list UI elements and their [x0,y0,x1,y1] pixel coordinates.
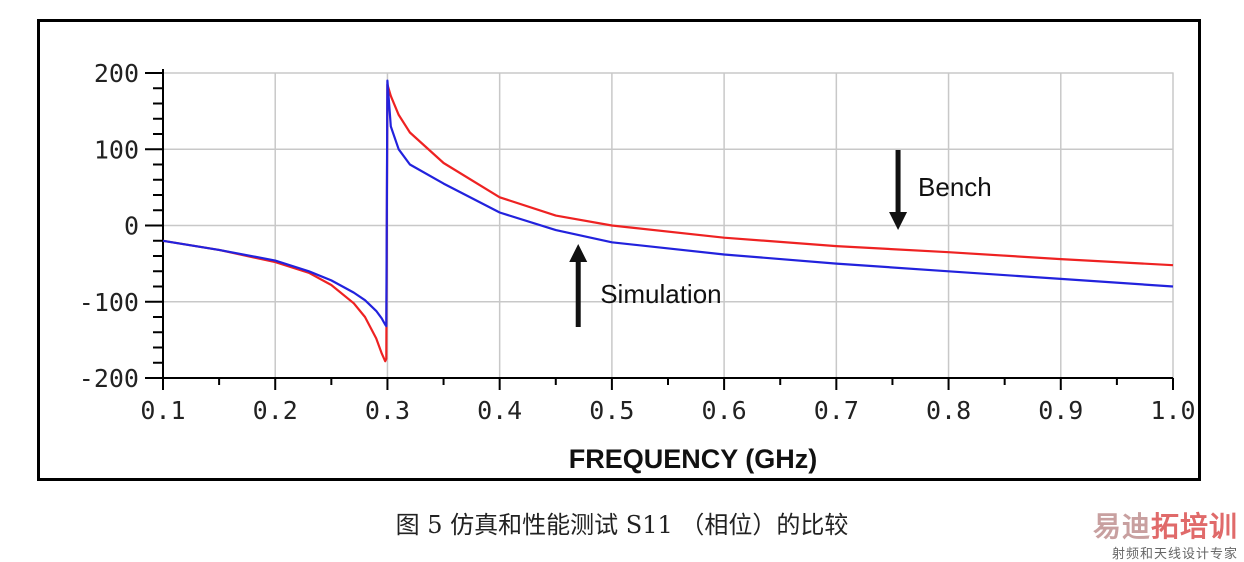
x-tick-label: 0.8 [926,396,971,425]
y-tick-label: 200 [94,59,139,88]
bench-arrow-head [889,212,908,230]
chart-frame: 200 100 0 -100 -200 0.1 0.2 0.3 0.4 0.5 0.6 0.7 0.8 0… [37,19,1201,481]
x-tick-label: 0.5 [589,396,634,425]
y-tick-label: -100 [79,288,139,317]
watermark-tagline: 射频和天线设计专家 [1111,547,1238,562]
x-tick-label: 0.7 [814,396,859,425]
x-tick-label: 0.3 [365,396,410,425]
series-line-simulation [162,79,1174,328]
watermark-logo-part-a: 易迪 [1092,510,1151,543]
simulation-arrow-head [569,244,588,262]
x-tick-label: 0.2 [253,396,298,425]
x-tick-label: 0.4 [477,396,522,425]
bench-annotation-label: Bench [918,172,992,202]
x-tick-label: 0.9 [1038,396,1083,425]
x-tick-label: 0.1 [140,396,185,425]
x-tick-label: 1.0 [1150,396,1195,425]
simulation-annotation-label: Simulation [600,279,721,309]
figure-caption: 图 5 仿真和性能测试 S11 （相位）的比较 [395,511,849,539]
y-tick-label: 0 [124,212,139,241]
y-tick-label: -200 [79,364,139,393]
watermark-logo-part-b: 拓培训 [1150,510,1238,543]
x-axis-title: FREQUENCY (GHz) [569,444,818,474]
y-tick-label: 100 [94,135,139,164]
watermark-logo: 易迪拓培训 [1093,505,1238,545]
x-tick-label: 0.6 [702,396,747,425]
